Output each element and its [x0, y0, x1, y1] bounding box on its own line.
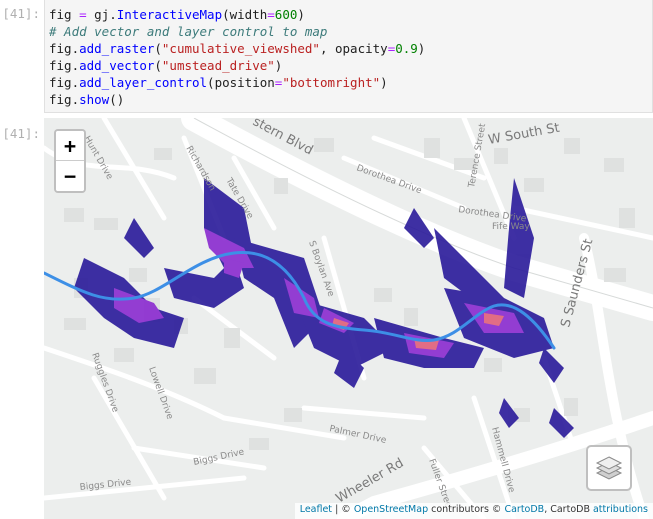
code-token: add_layer_control: [79, 75, 208, 90]
code-token: (: [154, 41, 162, 56]
code-token: =: [387, 41, 396, 56]
label-dorothea: Dorothea Drive: [355, 163, 423, 196]
code-token: , opacity: [319, 41, 388, 56]
layer-control-button[interactable]: [586, 445, 632, 491]
attribution-carto-plain: , CartoDB: [544, 504, 593, 515]
label-hunt-drive: Hunt Drive: [81, 135, 114, 182]
cartodb-link[interactable]: CartoDB: [504, 504, 545, 515]
input-prompt: [41]:: [2, 6, 40, 21]
code-token: ): [417, 41, 426, 56]
code-token: ): [380, 75, 388, 90]
zoom-out-button[interactable]: −: [56, 161, 84, 191]
label-palmer: Palmer Drive: [328, 424, 387, 446]
viewshed-raster: [74, 178, 574, 438]
map-attribution: Leaflet | © OpenStreetMap contributors ©…: [294, 503, 653, 519]
code-editor[interactable]: fig = gj.InteractiveMap(width=600) # Add …: [44, 0, 653, 113]
code-token: fig.: [49, 58, 80, 73]
code-token: fig.: [49, 92, 80, 107]
attributions-link[interactable]: attributions: [592, 504, 648, 515]
code-token: 600: [274, 7, 298, 22]
code-token: add_raster: [79, 41, 155, 56]
code-token: "umstead_drive": [161, 58, 275, 73]
output-cell: [41]:: [0, 118, 653, 519]
code-token: fig.: [49, 75, 80, 90]
code-line: # Add vector and layer control to map: [49, 23, 652, 40]
code-token: fig: [49, 7, 80, 22]
zoom-control: + −: [54, 129, 86, 193]
label-richards: Richardson: [183, 145, 217, 193]
code-token: 0.9: [395, 41, 418, 56]
code-token: add_vector: [79, 58, 155, 73]
label-fife-way: Fife Way: [492, 222, 530, 232]
leaflet-link[interactable]: Leaflet: [299, 504, 333, 515]
code-line: fig.add_vector("umstead_drive"): [49, 57, 652, 74]
code-token: # Add vector and layer control to map: [49, 24, 328, 39]
umstead-drive-line: [44, 251, 556, 350]
label-w-south-st: W South St: [487, 121, 561, 148]
code-token: show: [79, 92, 110, 107]
input-cell: [41]: fig = gj.InteractiveMap(width=600)…: [0, 0, 653, 118]
basemap: Hunt Drive stern Blvd W South St Dorothe…: [44, 118, 653, 519]
attribution-sep: | ©: [332, 504, 354, 515]
code-line: fig.add_layer_control(position="bottomri…: [49, 74, 652, 91]
code-token: (position: [207, 75, 275, 90]
code-token: ): [274, 58, 283, 73]
interactive-map[interactable]: Hunt Drive stern Blvd W South St Dorothe…: [44, 118, 653, 519]
code-line: fig = gj.InteractiveMap(width=600): [49, 6, 652, 23]
code-line: fig.add_raster("cumulative_viewshed", op…: [49, 40, 652, 57]
code-token: ): [297, 7, 305, 22]
code-line: fig.show(): [49, 91, 652, 108]
code-token: (): [109, 92, 125, 107]
code-token: fig.: [49, 41, 80, 56]
code-token: =: [79, 7, 87, 22]
layers-icon: [595, 456, 623, 480]
code-token: "bottomright": [282, 75, 381, 90]
osm-link[interactable]: OpenStreetMap: [353, 504, 429, 515]
code-token: =: [267, 7, 275, 22]
zoom-in-button[interactable]: +: [56, 131, 84, 161]
code-token: "cumulative_viewshed": [161, 41, 320, 56]
code-token: =: [274, 75, 283, 90]
code-token: gj.: [86, 7, 117, 22]
attribution-contrib: contributors ©: [428, 504, 505, 515]
output-prompt: [41]:: [2, 126, 40, 141]
code-token: (: [154, 58, 162, 73]
code-token: InteractiveMap: [116, 7, 223, 22]
code-token: (width: [222, 7, 268, 22]
